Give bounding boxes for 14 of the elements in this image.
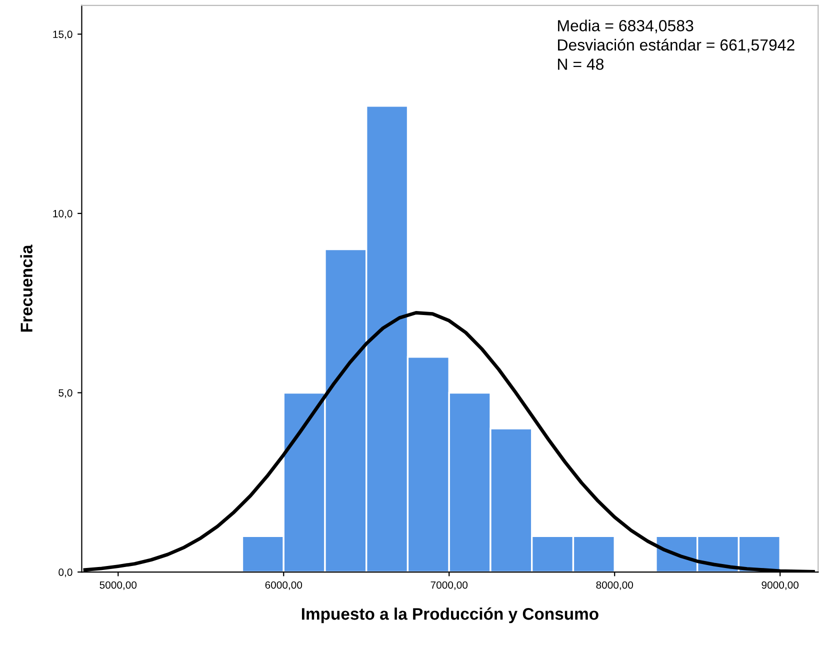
annotation: N = 48 <box>558 58 604 70</box>
y-axis-title: Frecuencia <box>20 244 32 332</box>
annotation: Desviación estándar = 661,57942 <box>558 38 794 52</box>
x-tick-label: 7000,00 <box>430 581 468 590</box>
annotation: Media = 6834,0583 <box>558 20 694 34</box>
y-tick-label: 10,0 <box>53 210 72 219</box>
x-axis-title: Impuesto a la Producción y Consumo <box>302 607 598 624</box>
y-tick-label: 0,0 <box>58 568 72 578</box>
x-tick-label: 8000,00 <box>596 581 634 590</box>
y-tick-label: 15,0 <box>53 30 72 40</box>
x-tick-label: 6000,00 <box>265 581 302 590</box>
x-tick-label: 5000,00 <box>100 581 137 590</box>
x-tick-label: 9000,00 <box>762 581 799 590</box>
y-tick-label: 5,0 <box>58 389 72 398</box>
